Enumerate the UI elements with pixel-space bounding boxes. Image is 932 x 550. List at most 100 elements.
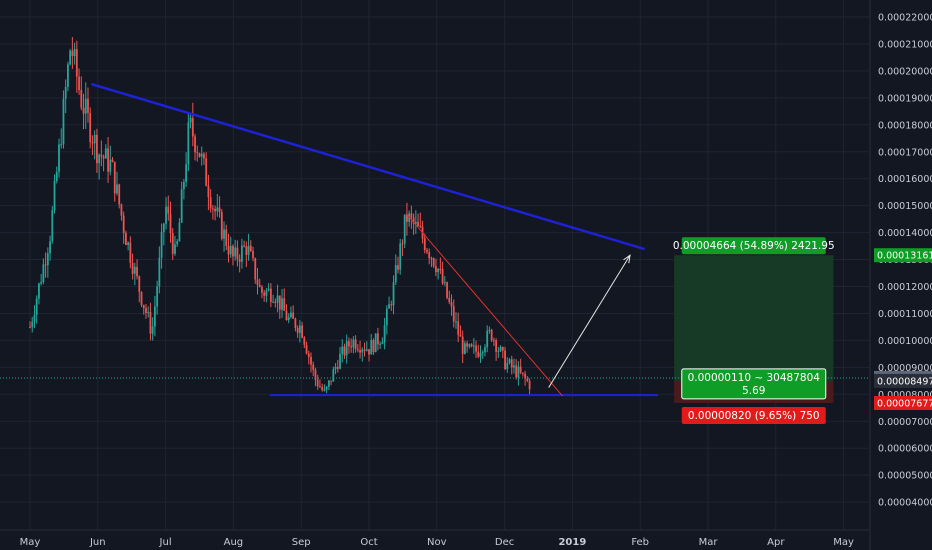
candle — [481, 350, 484, 359]
candle-body — [468, 344, 471, 347]
candle-body — [310, 356, 312, 365]
candle — [247, 233, 250, 261]
candle-body — [363, 349, 366, 351]
candle-body — [437, 268, 440, 273]
candle — [225, 224, 228, 251]
position-profit-label-text: 0.00004664 (54.89%) 2421.95 — [673, 240, 835, 252]
price-axis[interactable]: 0.00022000 0.00021000 0.00020000 0.00019000… — [869, 0, 932, 550]
candle — [80, 76, 83, 111]
candle — [156, 280, 159, 315]
candle — [292, 305, 295, 319]
candle — [261, 285, 263, 299]
candle-body — [73, 49, 76, 57]
candle — [372, 338, 375, 355]
y-tick-label: 0.00018000 — [878, 120, 932, 131]
candlestick-series — [29, 37, 531, 395]
candle-body — [71, 50, 74, 57]
candle — [443, 276, 446, 287]
candle — [272, 294, 274, 304]
position-center-label-text: 0.00000110 ~ 30487804 — [688, 372, 821, 384]
candle — [149, 302, 152, 341]
candle — [174, 235, 176, 256]
y-tick-label: 0.00005000 — [878, 471, 932, 482]
y-tick-label: 0.00007000 — [878, 417, 932, 428]
profit-zone[interactable] — [674, 255, 834, 381]
price-tag-profit[interactable]: 0.00013161 — [874, 248, 932, 263]
candle — [223, 221, 225, 252]
candle-body — [191, 118, 194, 137]
candle-body — [238, 259, 241, 262]
candle — [185, 152, 188, 187]
candle-body — [62, 98, 65, 145]
candle — [169, 201, 172, 243]
candle — [526, 376, 529, 383]
candle — [49, 235, 51, 261]
candle — [363, 342, 366, 357]
candle-body — [125, 232, 127, 246]
candle-body — [301, 325, 303, 338]
y-tick-label: 0.00004000 — [878, 498, 932, 509]
candle — [125, 230, 127, 246]
price-tag-entry[interactable]: 0.00008497 — [874, 373, 932, 388]
x-tick-label: Aug — [224, 537, 244, 548]
candle-body — [116, 184, 118, 194]
candle-body — [33, 314, 36, 322]
candle-body — [343, 346, 346, 356]
candle — [60, 128, 63, 149]
candle — [330, 380, 332, 386]
candle-body — [243, 245, 246, 247]
candle-body — [385, 308, 388, 326]
candle — [298, 320, 301, 343]
y-tick-label: 0.00014000 — [878, 228, 932, 239]
time-axis[interactable]: May Jun Jul Aug Sep Oct Nov Dec 2019 Feb Mar Apr May — [0, 529, 870, 548]
candle-body — [67, 64, 69, 87]
candle — [426, 247, 428, 255]
x-tick-label: Dec — [495, 537, 514, 548]
candle — [501, 346, 504, 359]
candle — [200, 146, 203, 166]
candle — [214, 205, 217, 221]
x-tick-label: May — [833, 537, 854, 548]
candle — [102, 154, 105, 172]
price-tag-box — [874, 396, 932, 411]
price-tag-loss[interactable]: 0.00007677 — [874, 396, 932, 411]
candle-body — [194, 136, 196, 153]
candle — [216, 194, 219, 217]
candle — [196, 145, 199, 162]
wedge-resistance-trendline[interactable] — [405, 213, 563, 397]
y-tick-label: 0.00022000 — [878, 13, 932, 24]
candle-body — [303, 337, 306, 345]
candle-body — [290, 312, 292, 318]
candle-body — [55, 171, 58, 181]
drawing-lines[interactable] — [0, 83, 870, 397]
candle-body — [276, 295, 279, 303]
candle — [359, 340, 361, 359]
candle-body — [330, 380, 332, 382]
candle — [78, 68, 80, 95]
candle — [383, 317, 386, 350]
candle — [127, 241, 130, 251]
candle-body — [374, 333, 377, 353]
x-tick-label: Sep — [292, 537, 311, 548]
candle-body — [305, 344, 308, 354]
candle — [93, 130, 96, 160]
candle-body — [501, 347, 504, 351]
candle — [109, 145, 112, 176]
candle — [211, 204, 214, 220]
candle — [441, 261, 444, 286]
candle — [290, 306, 292, 319]
y-tick-label: 0.00015000 — [878, 201, 932, 212]
candle-body — [332, 369, 335, 382]
candle-body — [247, 245, 250, 255]
upper-resistance-trendline[interactable] — [91, 83, 645, 251]
candle — [33, 305, 36, 329]
candle — [430, 256, 433, 268]
candle — [38, 282, 40, 305]
projection-arrow[interactable] — [548, 254, 631, 388]
candle — [381, 337, 384, 345]
candle-body — [464, 343, 466, 354]
candle — [167, 195, 170, 221]
candle-body — [53, 180, 56, 211]
